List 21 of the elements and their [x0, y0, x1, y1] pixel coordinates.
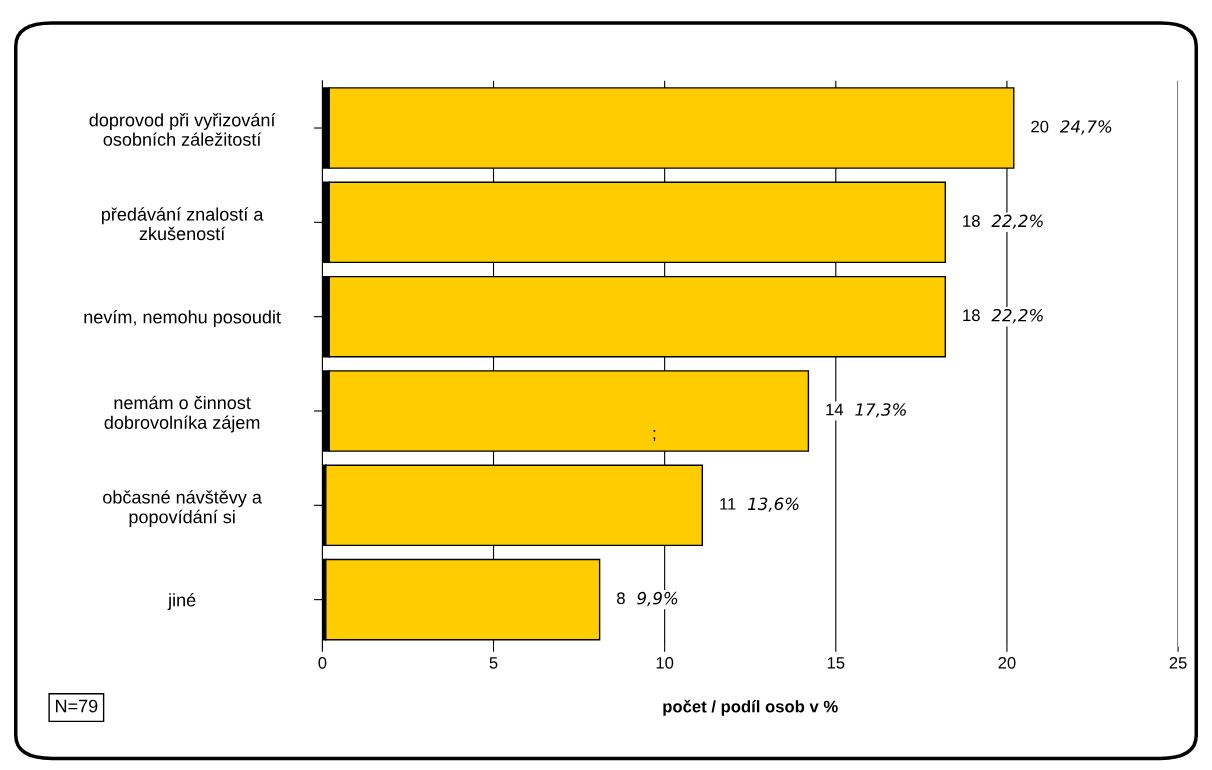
- data-label: 18 22,2%: [963, 308, 1043, 324]
- x-tick-label: 20: [998, 656, 1016, 669]
- x-tick-label: 5: [489, 657, 498, 669]
- y-tick-label: předávání znalostí a zkušeností: [101, 207, 264, 241]
- x-tick-label: 0: [318, 656, 327, 669]
- y-tick-label: občasné návštěvy a popovídání si: [103, 490, 262, 527]
- data-label: 8 9,9%: [617, 591, 678, 607]
- data-label: 20 24,7%: [1031, 120, 1112, 135]
- text: N=79: [56, 699, 98, 713]
- x-axis-title: počet / podíl osob v %: [663, 699, 838, 716]
- y-tick-label: nevím, nemohu posoudit: [84, 310, 281, 328]
- y-tick-label: jiné: [167, 592, 196, 611]
- x-tick-label: 25: [1169, 656, 1187, 669]
- data-label: 14 17,3%: [826, 403, 906, 418]
- x-tick-label: 10: [656, 656, 674, 669]
- data-label: 18 22,2%: [963, 214, 1043, 229]
- y-tick-label: doprovod při vyřizování osobních záležitostí: [89, 112, 276, 146]
- annotation: ;: [653, 430, 656, 442]
- x-tick-label: 15: [827, 657, 845, 669]
- y-tick-label: nemám o činnost dobrovolníka zájem: [104, 395, 260, 433]
- data-label: 11 13,6%: [720, 497, 799, 512]
